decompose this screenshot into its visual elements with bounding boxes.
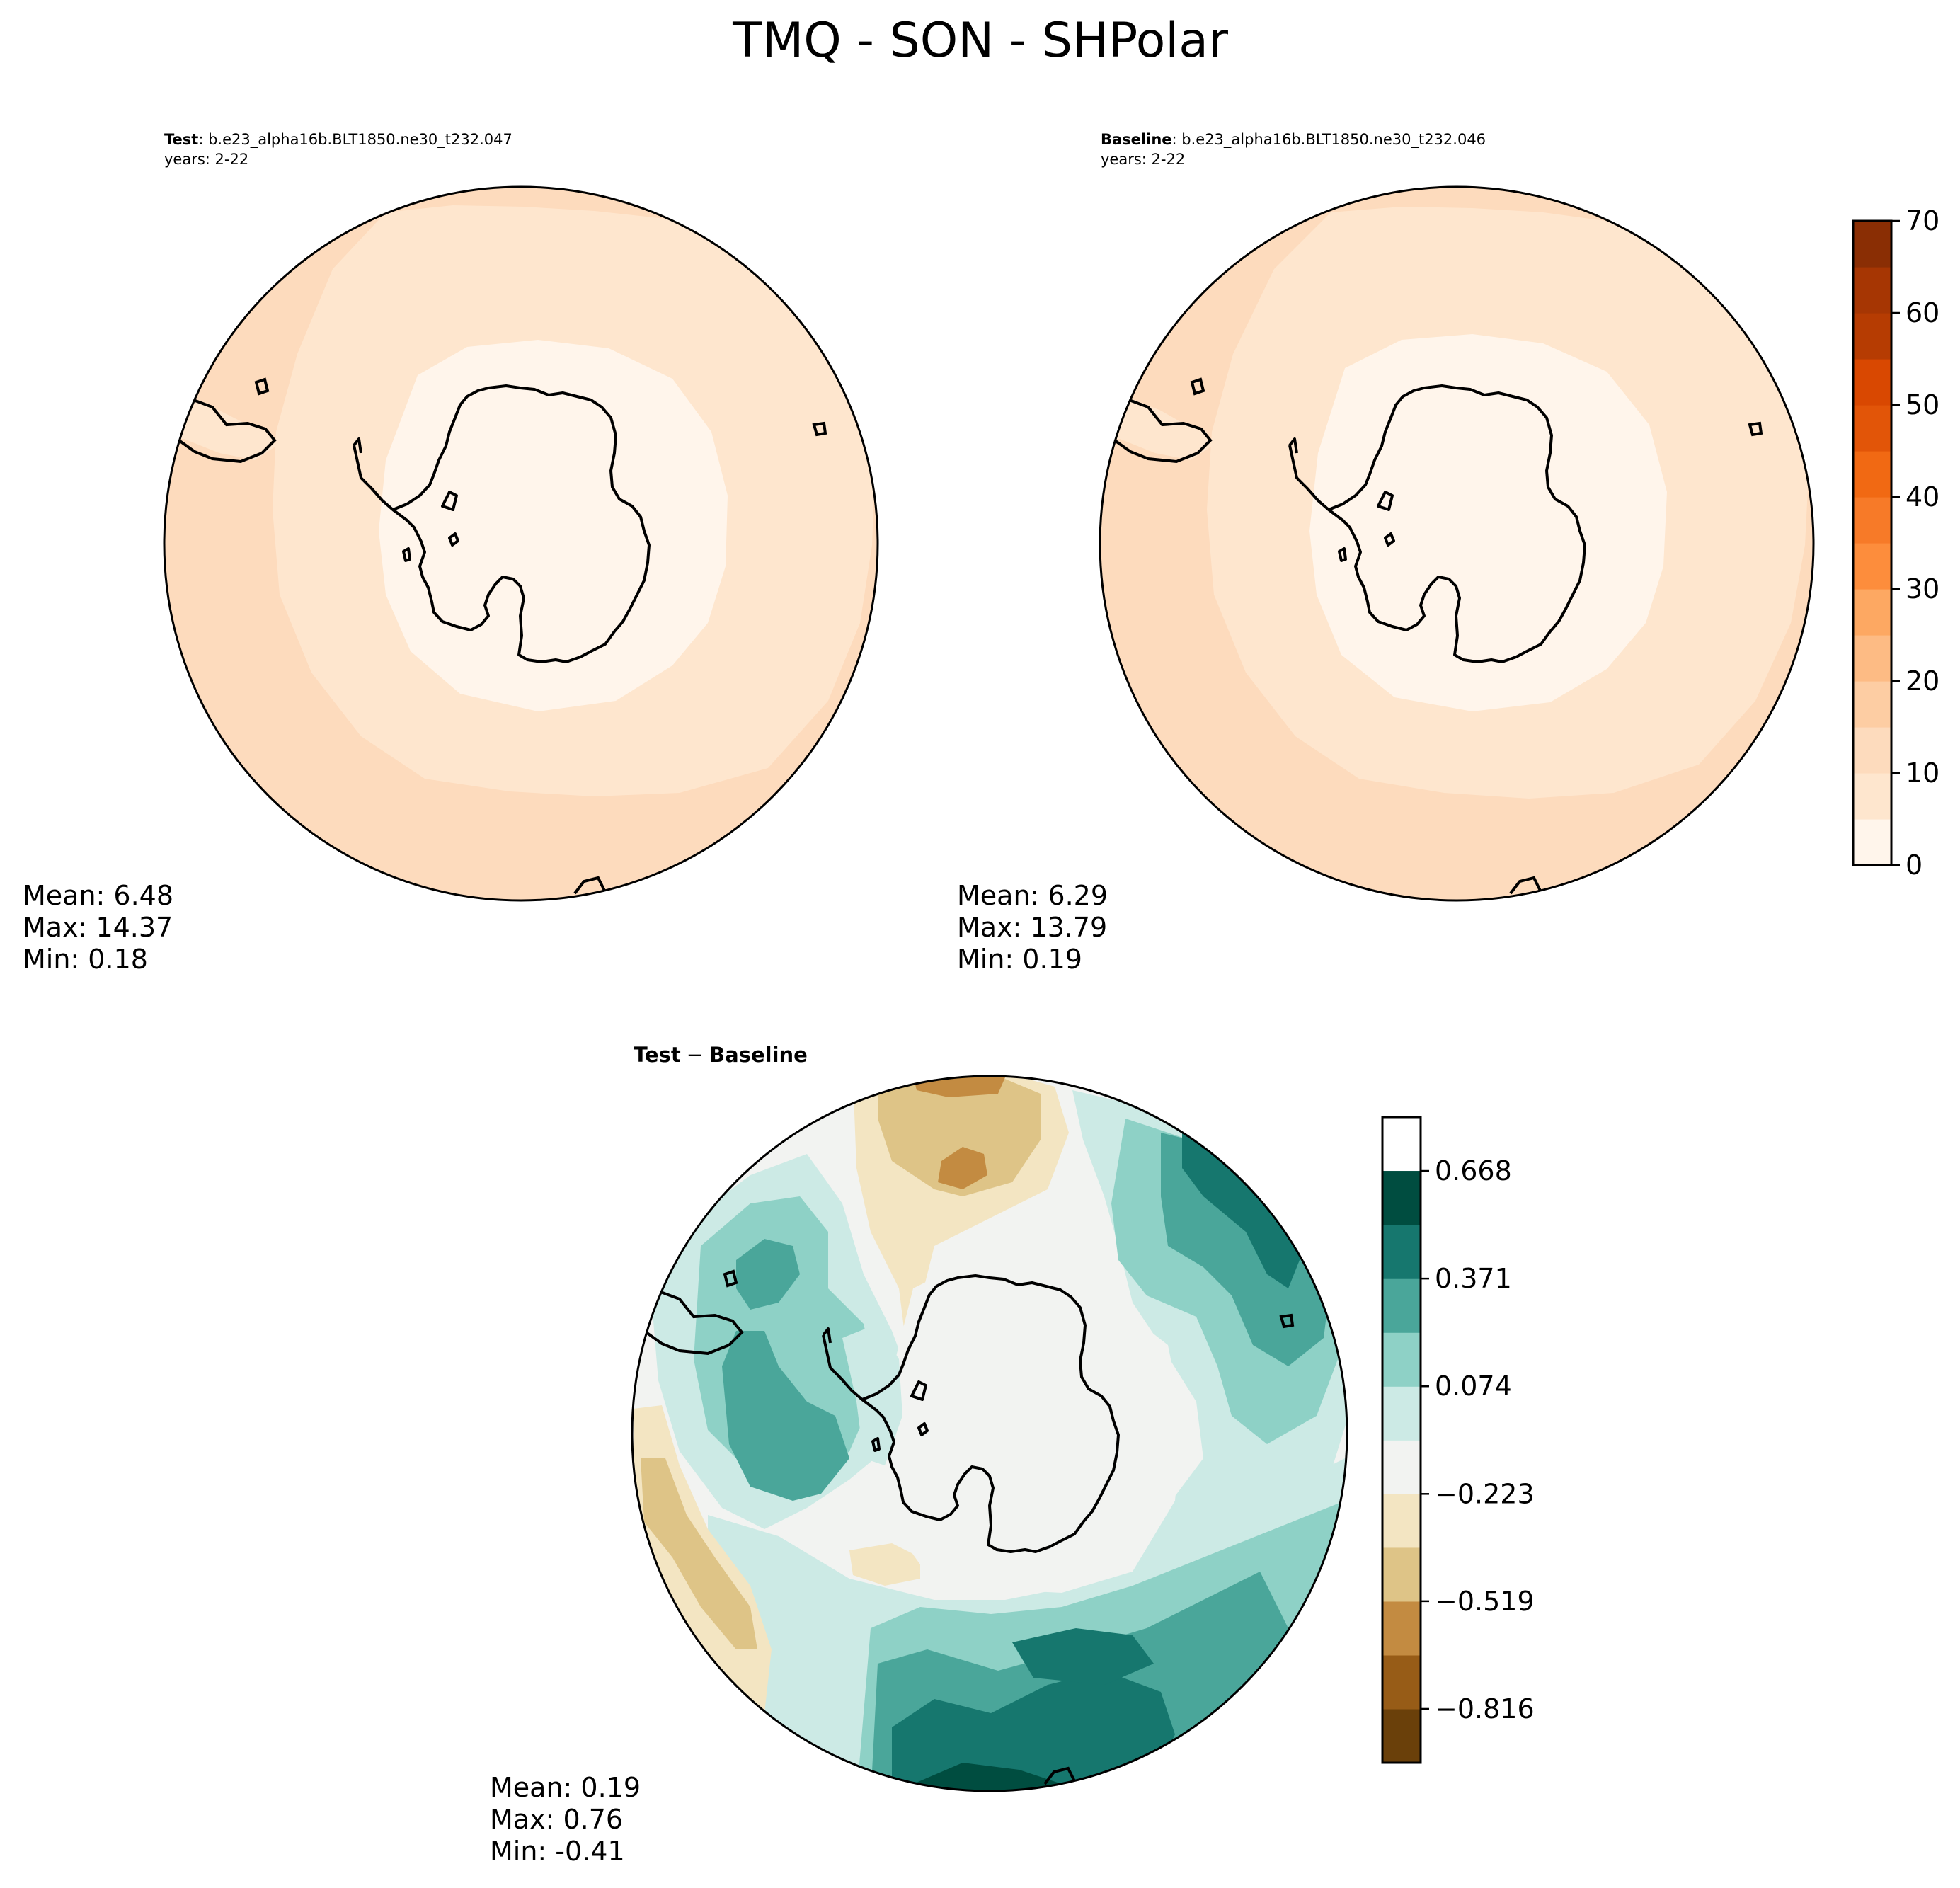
colorbar-main-segment [1853,405,1891,452]
test-label-bold: Test [164,131,198,148]
baseline-label-bold: Baseline [1101,131,1172,148]
baseline-coastline-south-america [1111,395,1213,464]
colorbar-main-segment [1853,313,1891,360]
test-max: Max: 14.37 [23,912,173,943]
baseline-map-boundary [1099,185,1815,902]
difference-panel: Test − Baseline [490,1043,1348,1867]
baseline-band-inner [1309,334,1667,711]
colorbar-main-segment [1853,451,1891,498]
baseline-map [1100,187,1813,900]
colorbar-main-tick-label: 20 [1905,665,1939,697]
colorbar-main-tick-label: 30 [1905,573,1939,605]
colorbar-difference-segment [1382,1440,1421,1494]
difference-title: Test − Baseline [634,1043,808,1067]
diff-tan-north-medium [878,1076,1041,1196]
colorbar-main-segment [1853,221,1891,268]
diff-dark-teal-north-west [736,1239,800,1310]
baseline-coastline-bottom [1509,876,1542,895]
colorbar-difference-tick-label: 0.371 [1435,1263,1512,1294]
colorbar-difference-tick-label: −0.816 [1435,1693,1535,1724]
baseline-label-case: : b.e23_alpha16b.BLT1850.ne30_t232.046 [1172,131,1486,149]
colorbar-difference-segment [1382,1278,1421,1333]
test-years: years: 2-22 [164,151,248,168]
test-label-case: : b.e23_alpha16b.BLT1850.ne30_t232.047 [198,131,512,149]
difference-map-boundary [631,1075,1348,1792]
diff-deep-teal-south-east [1012,1628,1154,1685]
test-min: Min: 0.18 [23,944,148,975]
colorbar-main-outline [1852,219,1893,866]
diff-coastline-island-right [1279,1313,1295,1329]
colorbar-main-segment [1853,543,1891,590]
difference-min: Min: -0.41 [490,1836,625,1867]
test-map-boundary [163,185,879,902]
colorbar-main: 0 10 20 30 40 50 60 70 [1852,205,1939,881]
colorbar-difference-segment [1382,1601,1421,1656]
baseline-panel: Baseline: b.e23_alpha16b.BLT1850.ne30_t2… [957,131,1815,975]
baseline-max: Max: 13.79 [957,912,1107,943]
diff-neutral-center [885,1267,1182,1593]
diff-tan-west-medium [641,1458,757,1649]
test-panel-label: Test: b.e23_alpha16b.BLT1850.ne30_t232.0… [164,131,512,149]
test-panel: Test: b.e23_alpha16b.BLT1850.ne30_t232.0… [23,131,879,975]
colorbar-difference-outline [1381,1116,1422,1764]
test-coastline-bottom [573,876,607,895]
colorbar-main-tick-label: 10 [1905,757,1939,789]
diff-tan-center [849,1543,920,1586]
diff-coastline-south-america [643,1287,744,1356]
colorbar-main-tick-label: 50 [1905,389,1939,420]
difference-title-baseline: Baseline [709,1043,808,1067]
colorbar-main-tick-label: 60 [1905,297,1939,328]
test-coastline-falklands [254,377,270,396]
diff-coastline-falklands [723,1269,738,1288]
colorbar-main-segment [1853,727,1891,774]
baseline-coastline-falklands [1190,377,1205,396]
colorbar-main-segment [1853,359,1891,406]
test-coastline-island-right [812,421,827,437]
colorbar-difference-segment [1382,1225,1421,1279]
colorbar-difference-tick-label: −0.519 [1435,1586,1535,1617]
colorbar-difference-tick-label: −0.223 [1435,1478,1535,1509]
baseline-min: Min: 0.19 [957,944,1082,975]
difference-max: Max: 0.76 [490,1804,623,1835]
colorbar-difference-segment [1382,1332,1421,1387]
colorbar-main-segment [1853,681,1891,728]
diff-tan-north-dark-spot [938,1147,987,1189]
colorbar-difference-segment [1382,1708,1421,1763]
colorbar-main-tick-label: 70 [1905,205,1939,236]
difference-title-minus: − [687,1043,704,1067]
baseline-panel-label: Baseline: b.e23_alpha16b.BLT1850.ne30_t2… [1101,131,1486,149]
colorbar-main-segment [1853,819,1891,866]
colorbar-difference-tick-label: 0.668 [1435,1155,1512,1186]
baseline-years: years: 2-22 [1101,151,1185,168]
test-band-inner [379,340,728,711]
colorbar-difference-segment [1382,1386,1421,1441]
difference-map [632,1076,1347,1791]
colorbar-difference-tick-label: 0.074 [1435,1371,1512,1402]
test-map [164,187,878,900]
colorbar-main-segment [1853,589,1891,636]
figure-title: TMQ - SON - SHPolar [732,13,1228,69]
test-mean: Mean: 6.48 [23,880,173,911]
colorbar-main-segment [1853,635,1891,682]
colorbar-main-segment [1853,497,1891,544]
difference-mean: Mean: 0.19 [490,1772,641,1803]
colorbar-main-tick-label: 40 [1905,481,1939,513]
colorbar-main-segment [1853,267,1891,314]
diff-dark-teal-west [722,1331,849,1501]
difference-title-test: Test [634,1043,681,1067]
baseline-mean: Mean: 6.29 [957,880,1108,911]
colorbar-main-segment [1853,773,1891,820]
diff-coastline-bottom [1043,1766,1077,1785]
colorbar-difference-segment [1382,1171,1421,1225]
colorbar-difference-segment [1382,1547,1421,1602]
colorbar-difference: −0.816 −0.519 −0.223 0.074 0.371 0.668 [1381,1116,1535,1764]
diff-deep-teal-north-east [1182,1133,1302,1288]
colorbar-main-tick-label: 0 [1905,849,1922,881]
colorbar-difference-segment [1382,1654,1421,1710]
test-coastline-south-america [176,395,277,464]
colorbar-difference-segment [1382,1494,1421,1548]
baseline-coastline-island-right [1748,421,1763,437]
